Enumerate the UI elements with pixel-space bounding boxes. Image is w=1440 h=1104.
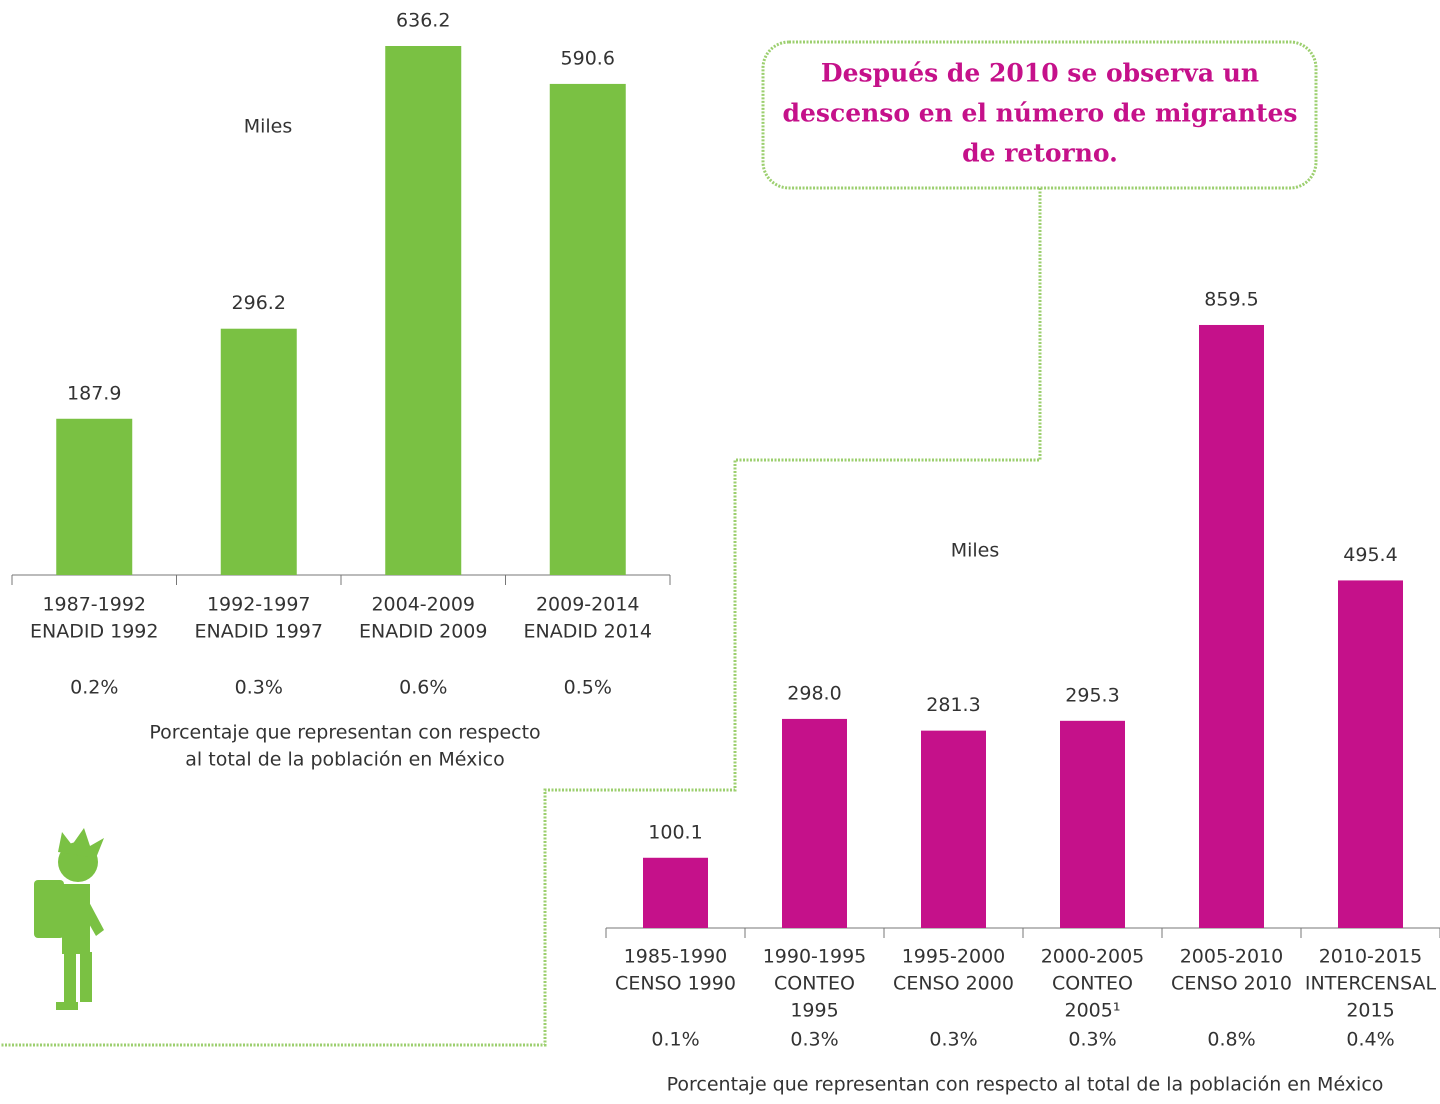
callout-text: Después de 2010 se observa un [821, 59, 1259, 88]
source-label: 2015 [1346, 1000, 1394, 1022]
value-label: 590.6 [561, 47, 615, 69]
percent-label: 0.3% [790, 1029, 838, 1051]
source-label: 1995 [790, 1000, 838, 1022]
value-label: 495.4 [1343, 544, 1397, 566]
bar [1060, 720, 1125, 928]
bar [1199, 324, 1264, 928]
source-label: CENSO 2000 [893, 973, 1014, 995]
value-label: 636.2 [396, 9, 450, 31]
source-label: INTERCENSAL [1305, 973, 1437, 995]
source-label: ENADID 2009 [359, 621, 487, 643]
percent-label: 0.6% [399, 677, 447, 699]
note: Porcentaje que representan con respecto [149, 722, 540, 744]
value-label: 295.3 [1065, 684, 1119, 706]
bar [921, 730, 986, 928]
percent-label: 0.3% [1068, 1029, 1116, 1051]
percent-label: 0.2% [70, 677, 118, 699]
category-label: 2005-2010 [1180, 946, 1284, 968]
source-label: ENADID 2014 [524, 621, 652, 643]
value-label: 281.3 [926, 694, 980, 716]
source-label: CONTEO [1052, 973, 1133, 995]
source-label: ENADID 1992 [30, 621, 158, 643]
bar [643, 857, 708, 928]
category-label: 1985-1990 [624, 946, 728, 968]
value-label: 298.0 [787, 682, 841, 704]
callout-box [761, 40, 1318, 190]
bar [549, 83, 626, 575]
category-label: 1987-1992 [42, 594, 146, 616]
callout-text: de retorno. [962, 139, 1118, 168]
category-label: 2009-2014 [536, 594, 640, 616]
percent-label: 0.1% [651, 1029, 699, 1051]
category-label: 1992-1997 [207, 594, 311, 616]
category-label: 1995-2000 [902, 946, 1006, 968]
source-label: CONTEO [774, 973, 855, 995]
bar [385, 45, 462, 576]
connector [0, 188, 1042, 1047]
category-label: 2010-2015 [1319, 946, 1423, 968]
category-label: 2000-2005 [1041, 946, 1145, 968]
unit-label: Miles [244, 116, 293, 138]
unit-label: Miles [951, 540, 1000, 562]
value-label: 100.1 [648, 821, 702, 843]
percent-label: 0.3% [929, 1029, 977, 1051]
note: al total de la población en México [185, 749, 504, 771]
person-icon [34, 828, 104, 1010]
note: Porcentaje que representan con respecto … [667, 1074, 1384, 1096]
source-label: CENSO 2010 [1171, 973, 1292, 995]
category-label: 2004-2009 [371, 594, 475, 616]
percent-label: 0.4% [1346, 1029, 1394, 1051]
value-label: 296.2 [232, 292, 286, 314]
percent-label: 0.5% [564, 677, 612, 699]
bar [220, 328, 297, 575]
bar [782, 718, 847, 928]
percent-label: 0.8% [1207, 1029, 1255, 1051]
value-label: 187.9 [67, 382, 121, 404]
category-label: 1990-1995 [763, 946, 867, 968]
source-label: 2005¹ [1065, 1000, 1121, 1022]
bar [1338, 580, 1403, 928]
callout-text: descenso en el número de migrantes [783, 99, 1298, 128]
source-label: CENSO 1990 [615, 973, 736, 995]
source-label: ENADID 1997 [195, 621, 323, 643]
percent-label: 0.3% [235, 677, 283, 699]
value-label: 859.5 [1204, 288, 1258, 310]
bar [56, 418, 133, 575]
